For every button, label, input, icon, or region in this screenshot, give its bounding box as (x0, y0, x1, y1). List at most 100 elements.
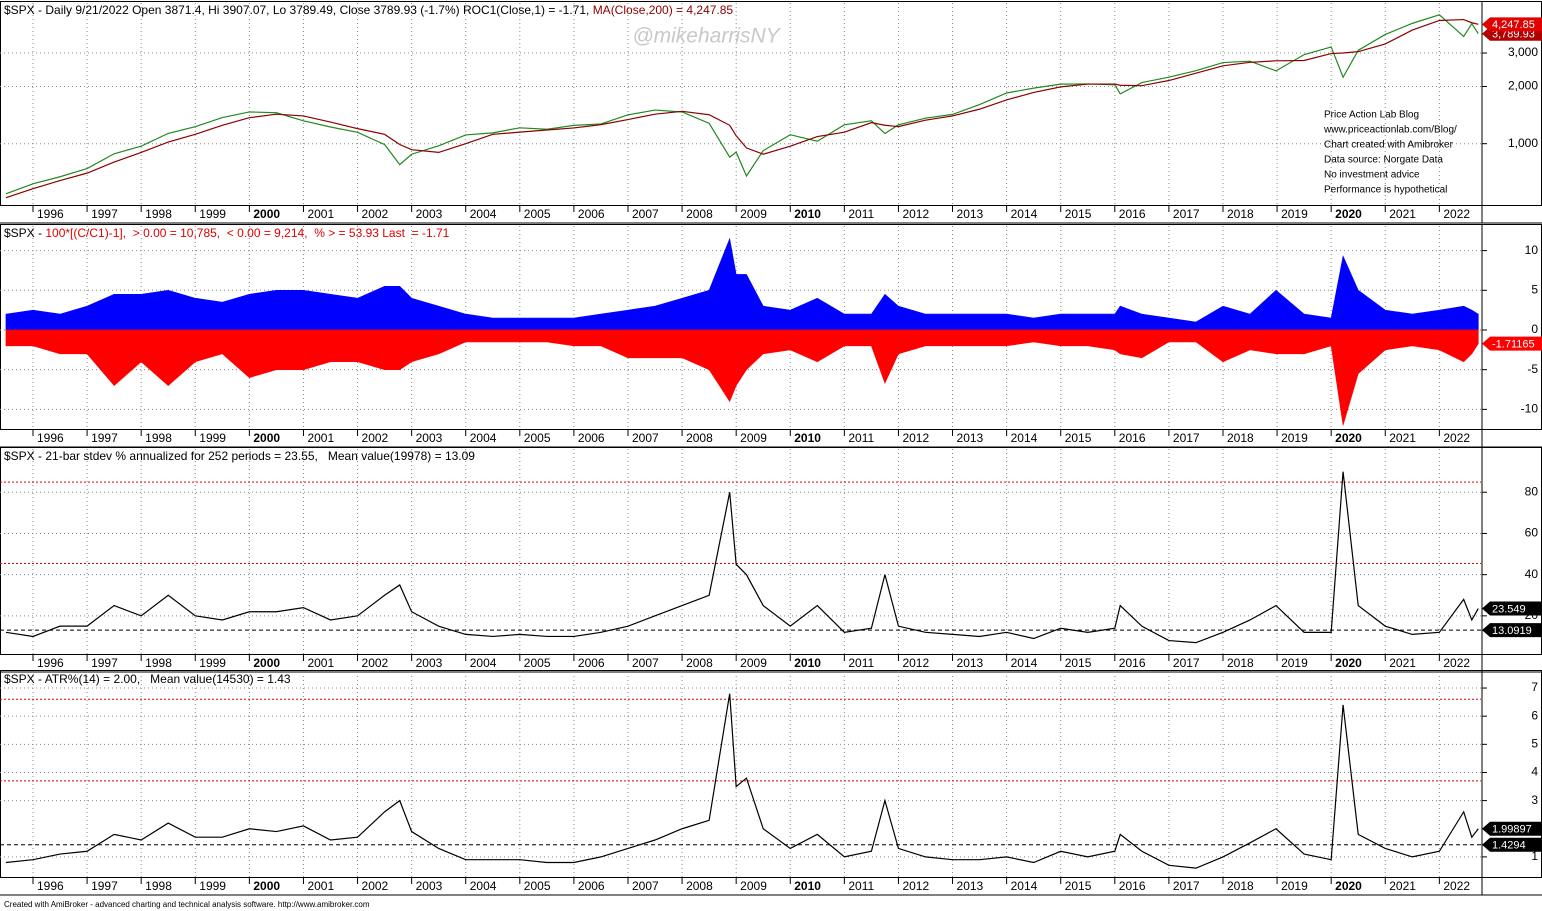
x-tick-label: 2014 (1011, 431, 1038, 445)
note-line: No investment advice (1324, 170, 1420, 181)
x-tick-label: 1999 (199, 879, 226, 893)
note-line: Performance is hypothetical (1324, 185, 1447, 196)
mean-value-flag-label: 13.0919 (1492, 625, 1532, 637)
watermark: @mikeharrisNY (632, 25, 781, 48)
y-tick-label: 60 (1525, 526, 1539, 540)
x-tick-label: 2001 (307, 656, 334, 670)
y-tick-label: 3,000 (1508, 45, 1538, 59)
x-tick-label: 2018 (1227, 207, 1254, 221)
title-part: $SPX - Daily 9/21/2022 Open 3871.4, Hi 3… (4, 3, 593, 17)
x-tick-label: 1999 (199, 656, 226, 670)
x-tick-label: 2018 (1227, 431, 1254, 445)
note-line: Price Action Lab Blog (1324, 110, 1419, 121)
last-value-flag (1482, 336, 1542, 351)
x-tick-label: 2014 (1011, 879, 1038, 893)
x-tick-label: 2010 (794, 431, 821, 445)
x-tick-label: 2021 (1389, 431, 1416, 445)
x-tick-label: 2002 (362, 207, 389, 221)
y-tick-label: 80 (1525, 484, 1539, 498)
x-tick-label: 2011 (848, 431, 874, 445)
x-tick-label: 2021 (1389, 207, 1416, 221)
x-tick-label: 1999 (199, 431, 226, 445)
x-tick-label: 2010 (794, 879, 821, 893)
x-tick-label: 1997 (91, 879, 118, 893)
x-tick-label: 2003 (416, 431, 443, 445)
x-tick-label: 2011 (848, 879, 874, 893)
x-tick-label: 1996 (37, 207, 64, 221)
x-tick-label: 2017 (1173, 207, 1200, 221)
x-tick-label: 2020 (1335, 207, 1362, 221)
series-line (5, 693, 1479, 869)
x-tick-label: 2019 (1281, 431, 1308, 445)
y-tick-label: 6 (1531, 708, 1538, 722)
x-tick-label: 2009 (740, 656, 767, 670)
mean-value-flag-label: 1.4294 (1492, 840, 1526, 852)
series-line (5, 471, 1479, 644)
x-tick-label: 2004 (470, 207, 497, 221)
note-line: Data source: Norgate Data (1324, 155, 1443, 166)
x-tick-label: 2006 (578, 656, 605, 670)
y-tick-label: 1 (1531, 849, 1538, 863)
x-tick-label: 2002 (362, 879, 389, 893)
x-tick-label: 2012 (902, 656, 929, 670)
x-tick-label: 2008 (686, 431, 713, 445)
x-tick-label: 2014 (1011, 207, 1038, 221)
pane-title: $SPX - ATR%(14) = 2.00, Mean value(14530… (4, 672, 291, 686)
pane-frame (0, 447, 1542, 655)
x-tick-label: 2004 (470, 431, 497, 445)
series-area (5, 237, 1479, 331)
title-part: $SPX - ATR%(14) = 2.00, Mean value(14530… (4, 672, 291, 686)
x-tick-label: 2009 (740, 879, 767, 893)
series-line (5, 18, 1479, 199)
y-tick-label: 40 (1525, 567, 1539, 581)
x-tick-label: 2001 (307, 207, 334, 221)
x-tick-label: 2016 (1119, 207, 1146, 221)
x-tick-label: 2017 (1173, 879, 1200, 893)
x-tick-label: 2005 (524, 207, 551, 221)
last-value-flag (1482, 821, 1542, 836)
x-tick-label: 2003 (416, 207, 443, 221)
mean-value-flag (1482, 623, 1542, 638)
x-tick-label: 2019 (1281, 656, 1308, 670)
x-tick-label: 2018 (1227, 879, 1254, 893)
x-tick-label: 2006 (578, 431, 605, 445)
x-tick-label: 1996 (37, 431, 64, 445)
last-value-flag-label: -1.71165 (1492, 338, 1535, 350)
y-tick-label: 5 (1531, 282, 1538, 296)
y-tick-label: 5 (1531, 736, 1538, 750)
x-tick-label: 2015 (1065, 879, 1092, 893)
y-tick-label: 1,000 (1508, 136, 1538, 150)
x-tick-label: 2016 (1119, 656, 1146, 670)
x-tick-label: 2010 (794, 656, 821, 670)
x-tick-label: 2004 (470, 879, 497, 893)
x-tick-label: 2010 (794, 207, 821, 221)
x-tick-label: 2013 (957, 879, 984, 893)
x-tick-label: 2020 (1335, 879, 1362, 893)
y-tick-label: 3 (1531, 793, 1538, 807)
x-tick-label: 2020 (1335, 431, 1362, 445)
last-value-flag (1482, 17, 1542, 32)
last-value-flag (1482, 601, 1542, 616)
x-tick-label: 2019 (1281, 879, 1308, 893)
note-line: Chart created with Amibroker (1324, 140, 1454, 151)
x-tick-label: 2022 (1443, 431, 1470, 445)
x-tick-label: 2002 (362, 431, 389, 445)
x-tick-label: 2005 (524, 431, 551, 445)
x-tick-label: 2015 (1065, 207, 1092, 221)
x-tick-label: 1998 (145, 879, 172, 893)
x-tick-label: 2002 (362, 656, 389, 670)
x-tick-label: 2009 (740, 431, 767, 445)
x-tick-label: 2007 (632, 431, 659, 445)
x-tick-label: 1996 (37, 879, 64, 893)
x-tick-label: 2001 (307, 431, 334, 445)
mean-value-flag (1482, 837, 1542, 852)
x-tick-label: 2001 (307, 879, 334, 893)
y-tick-label: 4 (1531, 765, 1538, 779)
x-tick-label: 1997 (91, 207, 118, 221)
series-area (5, 329, 1479, 426)
x-tick-label: 2005 (524, 656, 551, 670)
y-tick-label: -10 (1521, 402, 1539, 416)
x-tick-label: 2000 (253, 656, 280, 670)
x-tick-label: 2017 (1173, 656, 1200, 670)
pane-title: $SPX - 21-bar stdev % annualized for 252… (4, 449, 475, 463)
